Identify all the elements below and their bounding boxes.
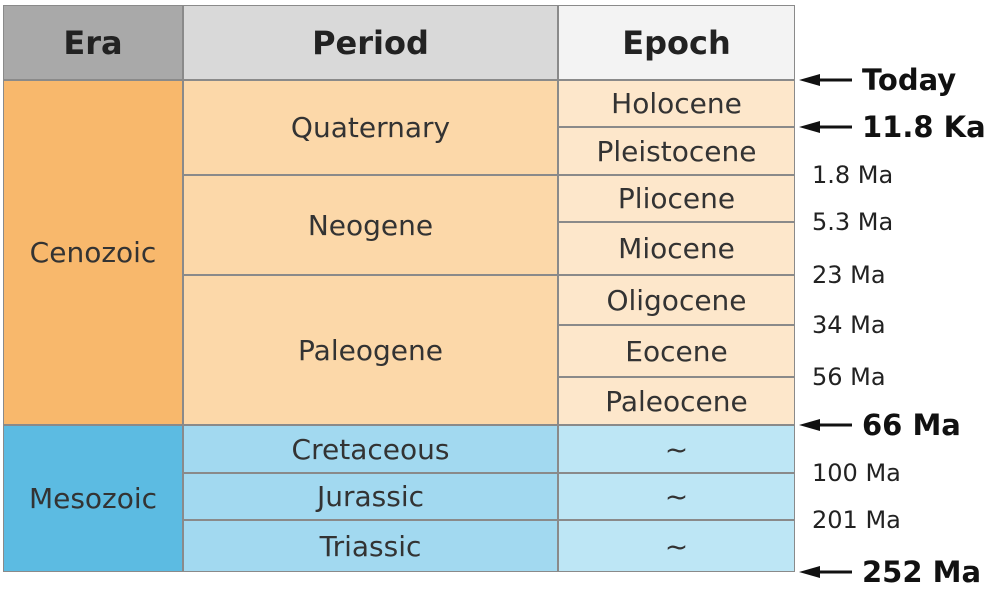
boundary-arrow (799, 121, 852, 133)
epoch-cell: Pleistocene (558, 127, 795, 175)
epoch-cell: ~ (558, 473, 795, 520)
period-cell: Cretaceous (183, 425, 558, 473)
period-cell: Paleogene (183, 275, 558, 425)
epoch-cell: Pliocene (558, 175, 795, 222)
boundary-label: Today (862, 63, 957, 97)
epoch-cell: Paleocene (558, 377, 795, 425)
boundary-label: 66 Ma (862, 408, 961, 442)
epoch-cell: Miocene (558, 222, 795, 275)
boundary-label: 100 Ma (812, 459, 901, 487)
header-cell: Era (3, 5, 183, 80)
epoch-cell: ~ (558, 425, 795, 473)
boundary-label: 201 Ma (812, 506, 901, 534)
epoch-cell: Oligocene (558, 275, 795, 325)
boundary-label: 1.8 Ma (812, 161, 894, 189)
epoch-cell: ~ (558, 520, 795, 572)
period-cell: Neogene (183, 175, 558, 275)
period-cell: Triassic (183, 520, 558, 572)
boundary-arrow (799, 419, 852, 431)
boundary-label: 5.3 Ma (812, 208, 894, 236)
header-cell: Epoch (558, 5, 795, 80)
period-cell: Quaternary (183, 80, 558, 175)
boundary-label: 34 Ma (812, 311, 886, 339)
header-cell: Period (183, 5, 558, 80)
epoch-cell: Eocene (558, 325, 795, 377)
boundary-arrow (799, 566, 852, 578)
boundary-label: 11.8 Ka (862, 110, 986, 144)
period-cell: Jurassic (183, 473, 558, 520)
epoch-cell: Holocene (558, 80, 795, 127)
era-cell: Cenozoic (3, 80, 183, 425)
boundary-label: 23 Ma (812, 261, 886, 289)
boundary-label: 252 Ma (862, 555, 982, 589)
boundary-arrow (799, 74, 852, 86)
era-cell: Mesozoic (3, 425, 183, 572)
boundary-label: 56 Ma (812, 363, 886, 391)
